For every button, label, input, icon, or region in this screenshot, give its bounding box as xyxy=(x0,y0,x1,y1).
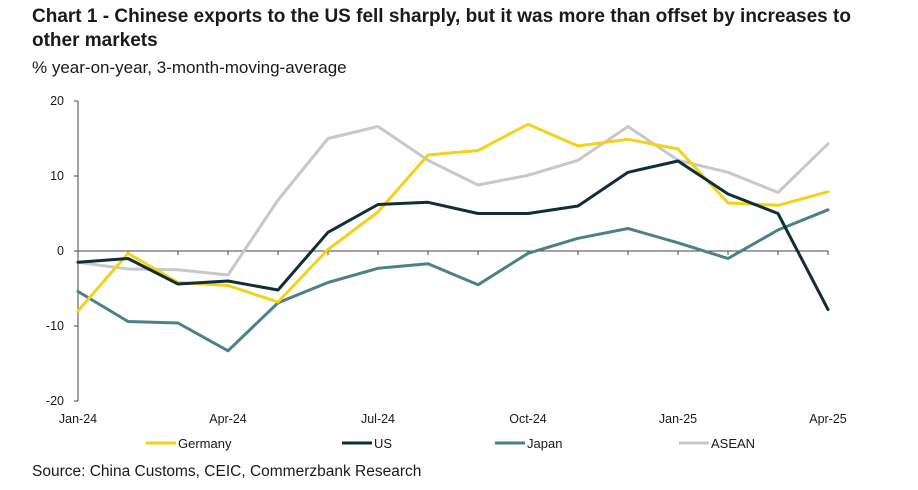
y-tick-label: 0 xyxy=(57,244,64,258)
chart-subtitle: % year-on-year, 3-month-moving-average xyxy=(32,58,347,77)
x-tick-label: Apr-24 xyxy=(209,412,247,426)
y-tick-label: -10 xyxy=(46,319,64,333)
legend-label-us: US xyxy=(374,436,392,451)
y-tick-label: 10 xyxy=(50,169,64,183)
x-tick-label: Jan-24 xyxy=(59,412,97,426)
chart-title: Chart 1 - Chinese exports to the US fell… xyxy=(32,6,851,51)
y-tick-label: -20 xyxy=(46,394,64,408)
legend-label-japan: Japan xyxy=(527,436,562,451)
series-line-asean xyxy=(76,125,830,277)
series-line-japan xyxy=(76,208,830,353)
legend-label-asean: ASEAN xyxy=(711,436,755,451)
legend-label-germany: Germany xyxy=(178,436,232,451)
x-tick-label: Jul-24 xyxy=(361,412,395,426)
line-chart: 20 10 0 -10 -20 Jan-24 Apr-24 Jul-24 Oct-24 Jan-2… xyxy=(46,94,847,451)
x-tick-label: Jan-25 xyxy=(659,412,697,426)
series-line-us xyxy=(76,159,830,311)
chart-axes: 20 10 0 -10 -20 Jan-24 Apr-24 Jul-24 Oct-24 Jan-2… xyxy=(46,94,847,426)
chart-legend: Germany US Japan ASEAN xyxy=(146,436,755,451)
series-lines xyxy=(76,122,830,353)
x-tick-label: Oct-24 xyxy=(509,412,547,426)
x-tick-label: Apr-25 xyxy=(809,412,847,426)
y-tick-label: 20 xyxy=(50,94,64,108)
source-note: Source: China Customs, CEIC, Commerzbank… xyxy=(32,463,422,480)
